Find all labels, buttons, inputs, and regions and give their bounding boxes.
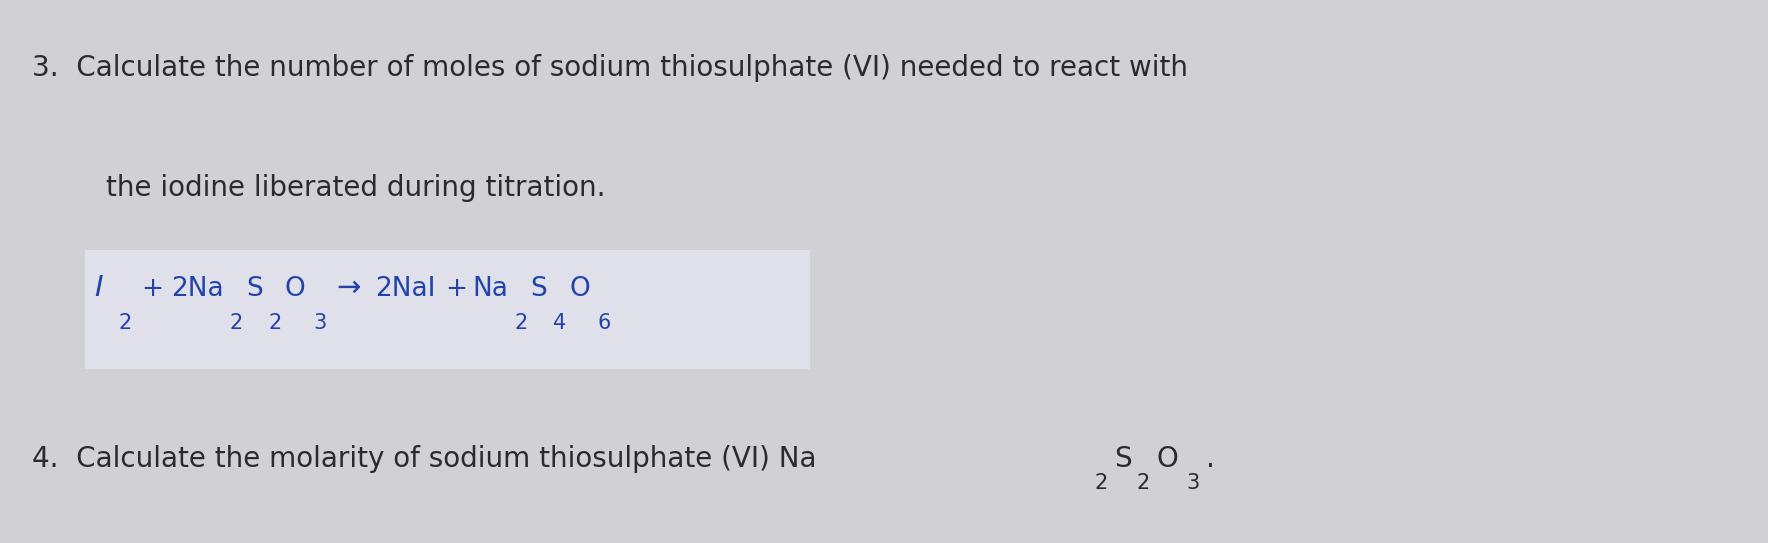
Text: O: O [285, 276, 306, 302]
Text: Na: Na [472, 276, 507, 302]
Text: .: . [1206, 445, 1215, 473]
Text: 3.  Calculate the number of moles of sodium thiosulphate (VI) needed to react wi: 3. Calculate the number of moles of sodi… [32, 54, 1188, 83]
Text: 2: 2 [514, 313, 527, 332]
Text: O: O [1156, 445, 1177, 473]
Text: 2: 2 [269, 313, 281, 332]
Text: 2NaI: 2NaI [375, 276, 435, 302]
Text: +: + [141, 276, 163, 302]
Text: 2: 2 [1137, 473, 1149, 493]
Text: →: → [336, 274, 361, 302]
Text: 2: 2 [118, 313, 131, 332]
Text: 2Na: 2Na [171, 276, 225, 302]
Text: +: + [446, 276, 467, 302]
Text: S: S [246, 276, 262, 302]
Text: the iodine liberated during titration.: the iodine liberated during titration. [106, 174, 606, 202]
Text: 3: 3 [313, 313, 325, 332]
Text: S: S [1114, 445, 1132, 473]
Text: $\mathit{I}$: $\mathit{I}$ [94, 274, 104, 302]
Text: 2: 2 [230, 313, 242, 332]
FancyBboxPatch shape [85, 250, 810, 369]
Text: 2: 2 [1094, 473, 1107, 493]
Text: O: O [569, 276, 591, 302]
Text: 4: 4 [553, 313, 566, 332]
Text: 4.  Calculate the molarity of sodium thiosulphate (VI) Na: 4. Calculate the molarity of sodium thio… [32, 445, 817, 473]
Text: 3: 3 [1186, 473, 1199, 493]
Text: S: S [530, 276, 546, 302]
Text: 6: 6 [598, 313, 612, 332]
